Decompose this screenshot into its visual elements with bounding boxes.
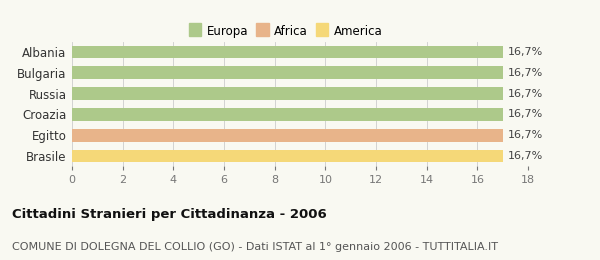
- Bar: [72, 108, 503, 121]
- Text: 16,7%: 16,7%: [508, 130, 543, 140]
- Text: 16,7%: 16,7%: [508, 47, 543, 57]
- Legend: Europa, Africa, America: Europa, Africa, America: [185, 20, 387, 42]
- Bar: [72, 129, 503, 142]
- Text: 16,7%: 16,7%: [508, 109, 543, 119]
- Text: 16,7%: 16,7%: [508, 89, 543, 99]
- Bar: [72, 46, 503, 58]
- Bar: [72, 87, 503, 100]
- Bar: [72, 66, 503, 79]
- Text: 16,7%: 16,7%: [508, 151, 543, 161]
- Text: 16,7%: 16,7%: [508, 68, 543, 78]
- Text: COMUNE DI DOLEGNA DEL COLLIO (GO) - Dati ISTAT al 1° gennaio 2006 - TUTTITALIA.I: COMUNE DI DOLEGNA DEL COLLIO (GO) - Dati…: [12, 242, 498, 252]
- Bar: [72, 150, 503, 162]
- Text: Cittadini Stranieri per Cittadinanza - 2006: Cittadini Stranieri per Cittadinanza - 2…: [12, 209, 327, 222]
